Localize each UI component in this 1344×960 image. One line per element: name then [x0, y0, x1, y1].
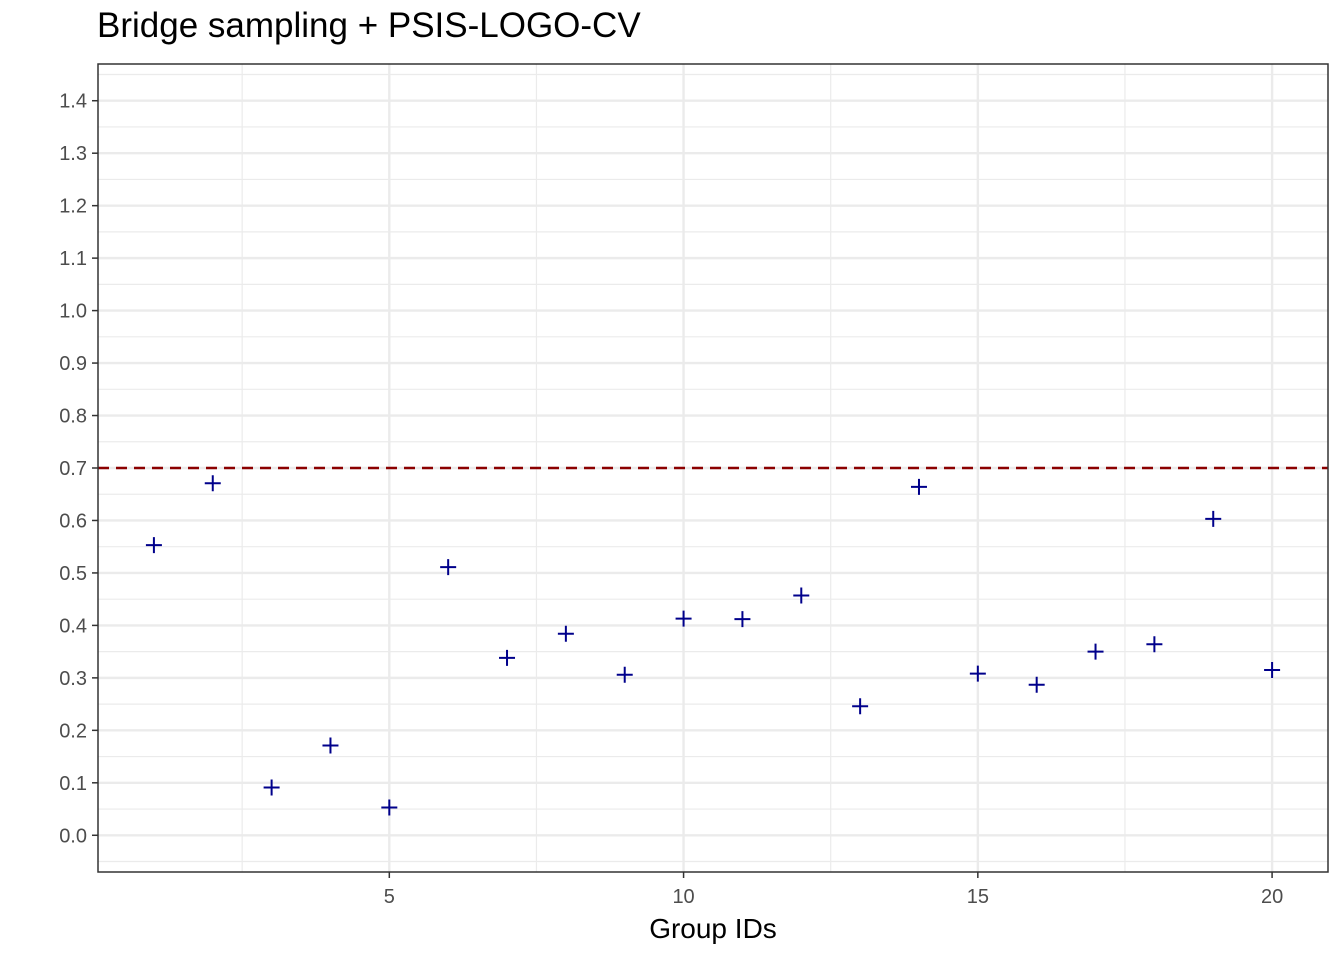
data-point: [675, 610, 692, 627]
x-axis-ticks: 5 10 15 20: [384, 872, 1283, 908]
data-point: [616, 666, 633, 683]
x-tick-label: 5: [384, 886, 395, 908]
chart-title: Bridge sampling + PSIS-LOGO-CV: [97, 6, 641, 45]
x-axis-title: Group IDs: [649, 913, 777, 944]
y-tick-label: 1.2: [59, 196, 87, 218]
y-tick-label: 1.3: [59, 143, 87, 165]
data-point: [852, 698, 869, 715]
y-tick-label: 0.1: [59, 773, 87, 795]
data-point: [1205, 510, 1222, 527]
data-point: [1087, 643, 1104, 660]
x-tick-label: 20: [1261, 886, 1283, 908]
data-point: [734, 611, 751, 628]
y-tick-label: 0.9: [59, 353, 87, 375]
y-tick-label: 0.4: [59, 615, 87, 637]
y-tick-label: 0.8: [59, 406, 87, 428]
x-tick-label: 10: [672, 886, 694, 908]
y-tick-label: 0.6: [59, 510, 87, 532]
data-point: [322, 737, 339, 754]
data-point: [1146, 636, 1163, 653]
y-tick-label: 1.1: [59, 248, 87, 270]
y-axis-ticks: 0.0 0.1 0.2 0.3 0.4 0.5 0.6 0.7 0.8 0.9 1.0 1.1 1.2 1…: [59, 91, 98, 847]
y-tick-label: 0.0: [59, 825, 87, 847]
y-tick-label: 0.3: [59, 668, 87, 690]
y-tick-label: 0.2: [59, 720, 87, 742]
data-point: [793, 587, 810, 604]
data-point: [557, 625, 574, 642]
data-point: [204, 475, 221, 492]
data-point: [263, 779, 280, 796]
y-tick-label: 0.5: [59, 563, 87, 585]
data-point: [499, 649, 516, 666]
x-tick-label: 15: [967, 886, 989, 908]
data-point: [910, 478, 927, 495]
data-point: [1028, 676, 1045, 693]
data-point: [440, 559, 457, 576]
y-tick-label: 1.4: [59, 91, 87, 113]
data-point: [145, 537, 162, 554]
data-point: [1264, 662, 1281, 678]
y-tick-label: 0.7: [59, 458, 87, 480]
y-tick-label: 1.0: [59, 301, 87, 323]
data-points: [145, 475, 1281, 816]
data-point: [969, 665, 986, 682]
data-point: [381, 799, 398, 816]
